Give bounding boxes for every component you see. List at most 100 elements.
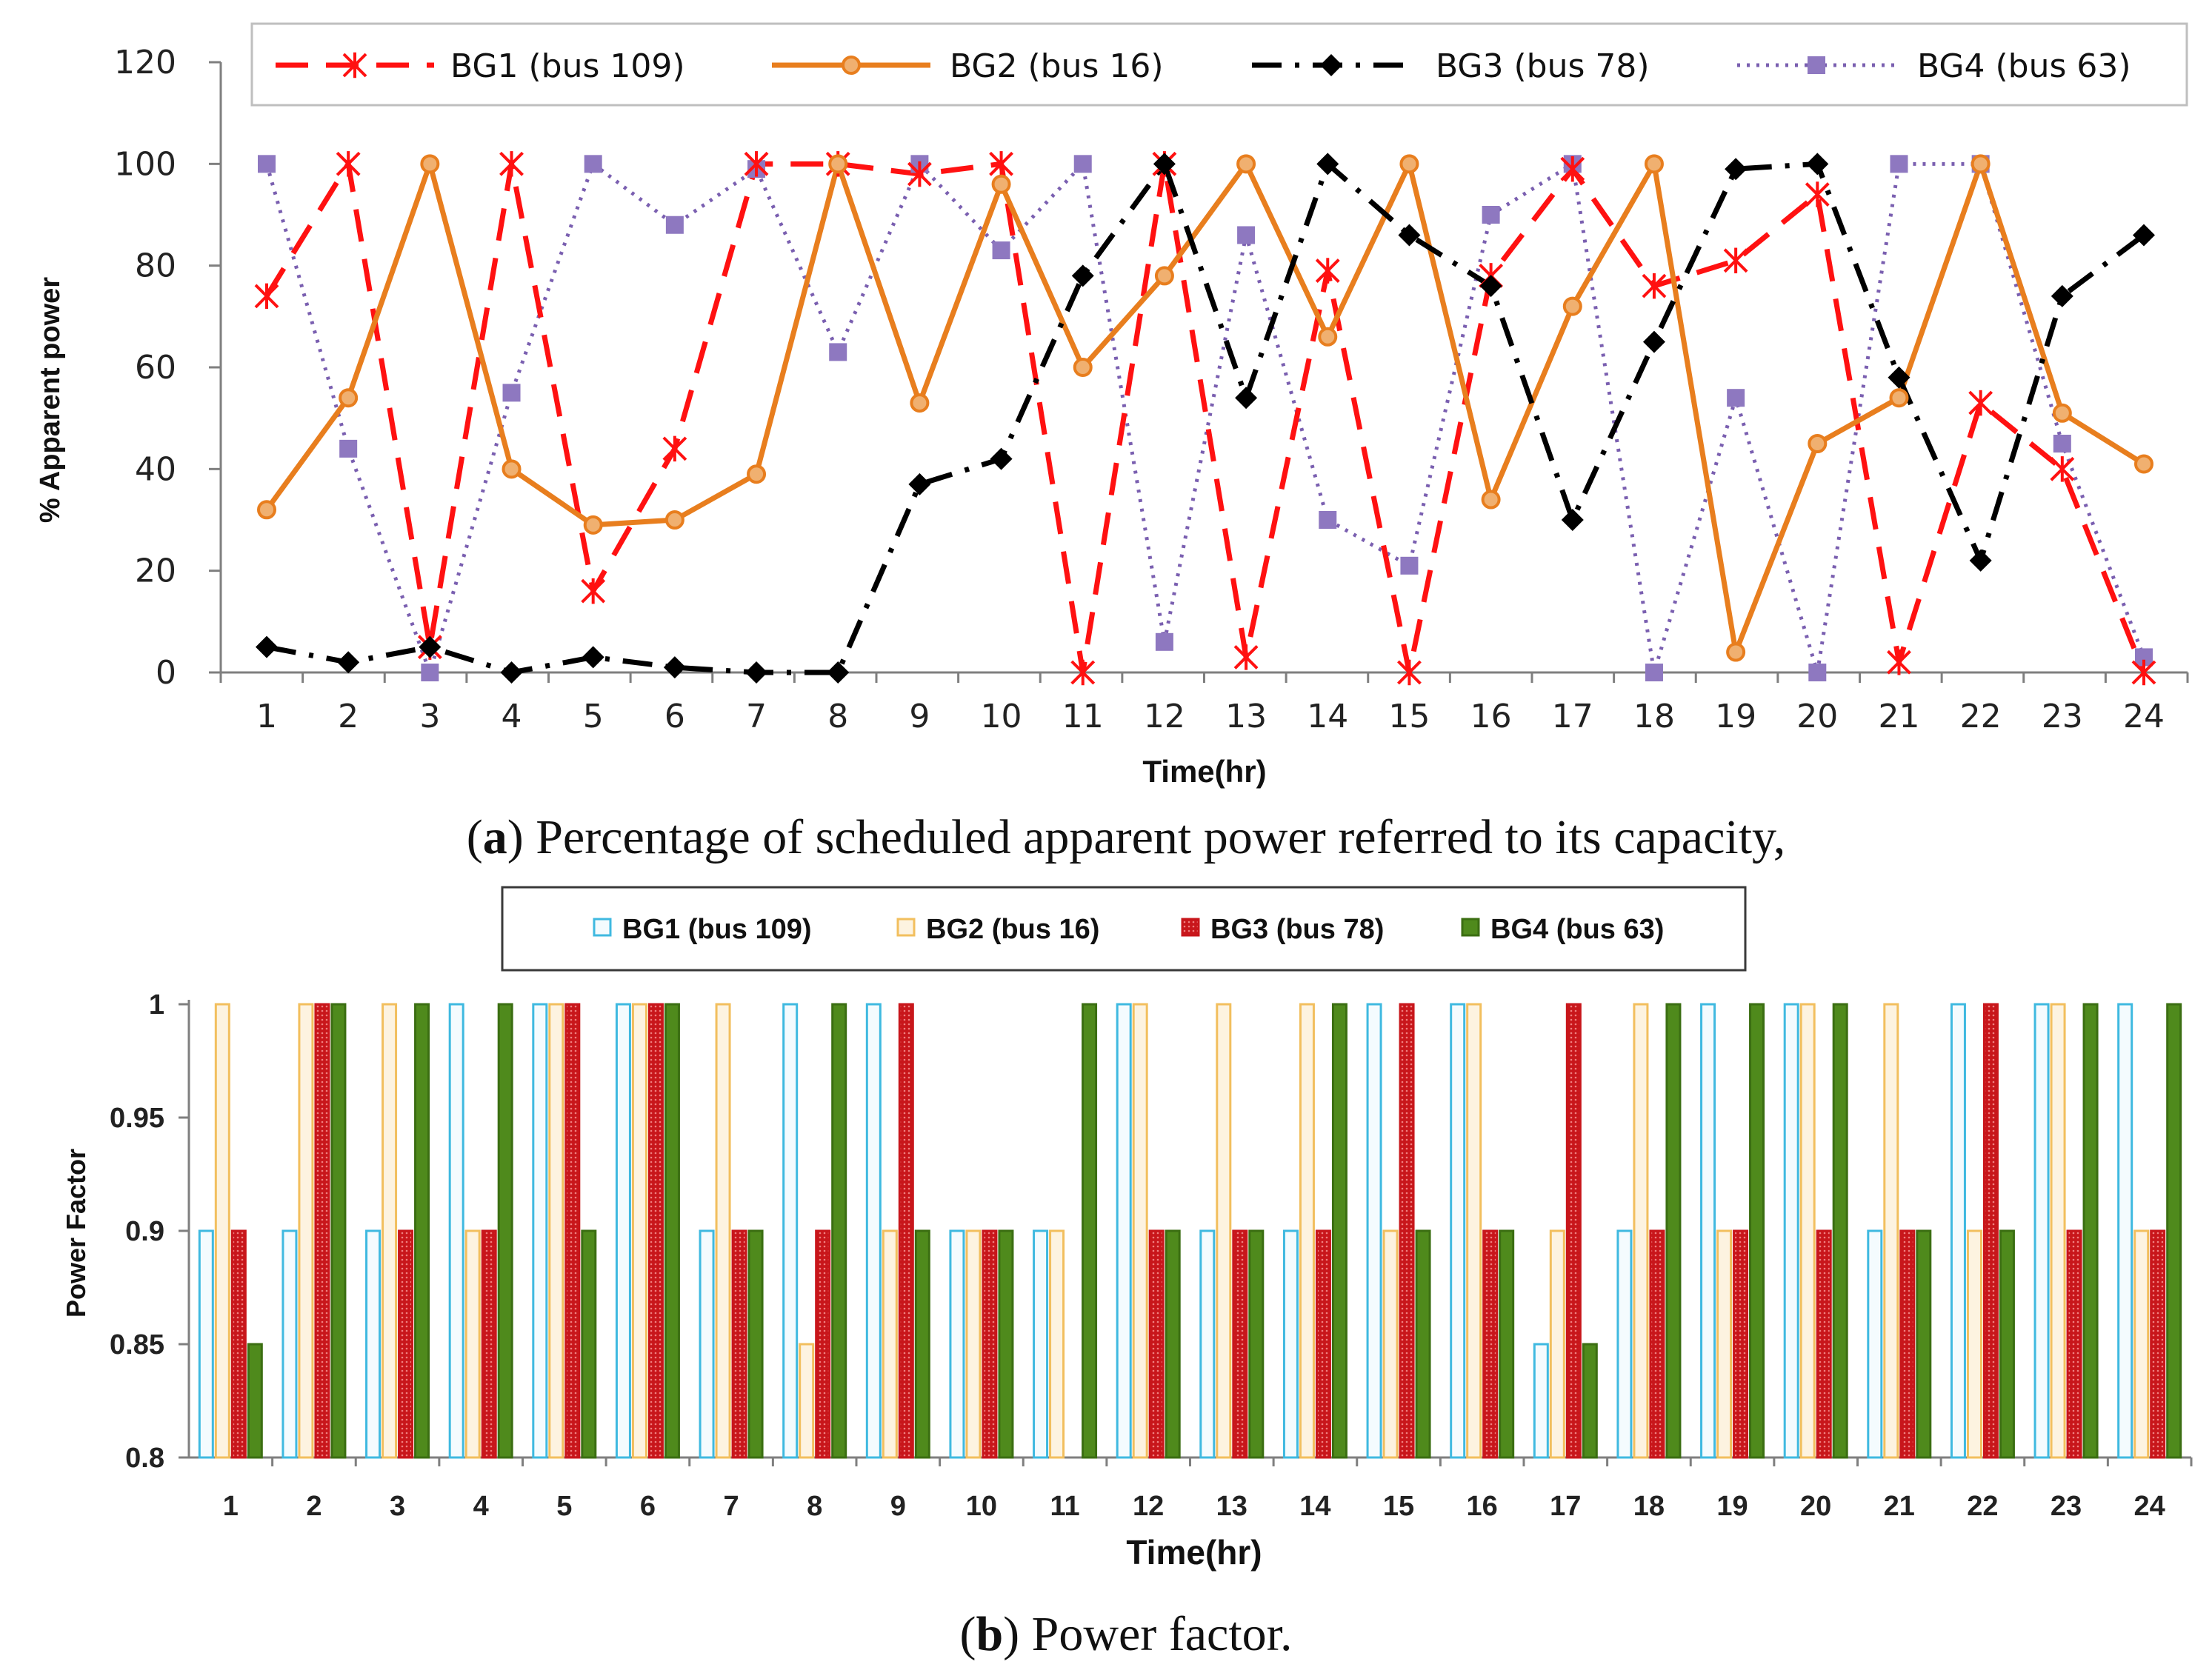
bar-bg1-t22 [1950, 1003, 1966, 1459]
chart-b-x-tick-label: 20 [1800, 1491, 1831, 1522]
legend-label-bg4: BG4 (bus 63) [1490, 914, 1664, 945]
square-marker [1237, 226, 1256, 244]
asterisk-marker [1887, 650, 1911, 675]
diamond-marker [745, 661, 768, 684]
caption-b-letter: b [976, 1607, 1003, 1661]
bar-bg1-t13 [1199, 1229, 1216, 1459]
asterisk-marker [1070, 659, 1096, 686]
asterisk-marker [499, 151, 524, 177]
bar-bg4-t17 [1582, 1343, 1598, 1459]
bar-bg4-t3 [414, 1003, 430, 1459]
bar-bg3-t17 [1565, 1003, 1582, 1459]
chart-b-x-tick-label: 8 [807, 1491, 822, 1522]
chart-a-x-tick-label: 18 [1633, 698, 1675, 735]
circle-marker [991, 174, 1011, 194]
bar-bg1-t1 [198, 1229, 214, 1459]
chart-b-x-tick-label: 5 [556, 1491, 572, 1522]
circle-marker [1073, 358, 1093, 377]
bar-bg2-t14 [1299, 1003, 1315, 1459]
diamond-marker [1153, 153, 1176, 176]
circle-marker [747, 464, 767, 484]
chart-a-x-tick-label: 7 [746, 698, 767, 735]
bar-bg1-t7 [699, 1229, 715, 1459]
caption-a: (a) Percentage of scheduled apparent pow… [467, 810, 1786, 864]
chart-a-x-tick-label: 4 [502, 698, 522, 735]
square-marker [1400, 556, 1419, 575]
legend-item-bg2: BG2 (bus 16) [896, 914, 1099, 945]
circle-marker [1154, 266, 1174, 286]
square-marker [502, 384, 521, 402]
asterisk-marker [342, 52, 367, 79]
bar-bg1-t16 [1450, 1003, 1466, 1459]
asterisk-marker [1642, 273, 1667, 299]
chart-b-x-tick-label: 22 [1967, 1491, 1998, 1522]
circle-marker [1971, 154, 1991, 174]
bar-bg4-t12 [1165, 1229, 1181, 1459]
chart-a-x-tick-label: 2 [338, 698, 359, 735]
bar-bg4-t21 [1916, 1229, 1932, 1459]
bar-bg3-t6 [647, 1003, 664, 1459]
bar-bg3-t2 [314, 1003, 330, 1459]
bar-bg2-t12 [1132, 1003, 1148, 1459]
diamond-marker [663, 656, 686, 679]
square-marker [1727, 389, 1745, 407]
chart-b-x-tick-label: 18 [1633, 1491, 1665, 1522]
bar-bg4-t14 [1331, 1003, 1347, 1459]
bar-bg3-t22 [1982, 1003, 1999, 1459]
chart-b-x-tick-label: 10 [966, 1491, 997, 1522]
asterisk-marker [1723, 247, 1748, 274]
chart-a-y-tick-label: 80 [135, 247, 176, 285]
caption-b: (b) Power factor. [959, 1607, 1292, 1661]
chart-a-series [254, 151, 2156, 686]
bar-bg3-t4 [481, 1229, 497, 1459]
chart-b-x-tick-label: 9 [890, 1491, 906, 1522]
diamond-marker [1235, 387, 1258, 410]
series-markers-bg3 [256, 153, 2155, 684]
bar-bg1-t14 [1282, 1229, 1299, 1459]
chart-a-x-tick-label: 6 [664, 698, 685, 735]
caption-b-text: Power factor. [1019, 1607, 1292, 1661]
bar-bg2-t23 [2050, 1003, 2066, 1459]
legend-label-bg3: BG3 (bus 78) [1436, 47, 1650, 85]
bar-bg1-t19 [1700, 1003, 1716, 1459]
diamond-marker [1806, 153, 1829, 176]
chart-b-x-tick-label: 2 [306, 1491, 322, 1522]
chart-a-y-tick-label: 0 [156, 654, 176, 692]
legend-item-bg1: BG1 (bus 109) [593, 914, 812, 945]
chart-a-x-tick-label: 21 [1878, 698, 1919, 735]
chart-a-x-tick-label: 9 [909, 698, 930, 735]
diamond-marker [582, 646, 604, 669]
asterisk-marker [1560, 156, 1585, 182]
legend-item-bg3: BG3 (bus 78) [1181, 914, 1384, 945]
chart-b-x-tick-label: 24 [2134, 1491, 2165, 1522]
chart-a-x-axis-title: Time(hr) [1142, 754, 1266, 789]
bar-bg1-t4 [448, 1003, 464, 1459]
bar-bg2-t21 [1883, 1003, 1899, 1459]
bar-bg3-t13 [1232, 1229, 1248, 1459]
asterisk-marker [662, 435, 687, 462]
circle-marker [1889, 388, 1909, 408]
bar-bg4-t19 [1749, 1003, 1765, 1459]
diamond-marker [1561, 509, 1584, 531]
chart-b-y-tick-label: 1 [149, 989, 164, 1021]
bar-bg2-t15 [1382, 1229, 1399, 1459]
square-marker [421, 664, 439, 681]
circle-marker [257, 500, 276, 520]
bar-bg4-t7 [747, 1229, 764, 1459]
diamond-marker [500, 661, 523, 684]
chart-b-x-tick-label: 7 [723, 1491, 739, 1522]
chart-b-x-tick-label: 12 [1133, 1491, 1164, 1522]
diamond-marker [256, 635, 278, 658]
asterisk-marker [1315, 258, 1340, 284]
legend-label-bg1: BG1 (bus 109) [622, 914, 812, 945]
circle-marker [842, 56, 861, 75]
chart-b-x-tick-label: 14 [1299, 1491, 1330, 1522]
bar-bg4-t5 [581, 1229, 597, 1459]
chart-a-y-tick-label: 120 [114, 44, 176, 81]
legend-swatch [1461, 918, 1480, 937]
chart-b-x-tick-label: 15 [1383, 1491, 1414, 1522]
square-marker [1645, 664, 1663, 681]
series-markers-bg1 [254, 151, 2156, 686]
